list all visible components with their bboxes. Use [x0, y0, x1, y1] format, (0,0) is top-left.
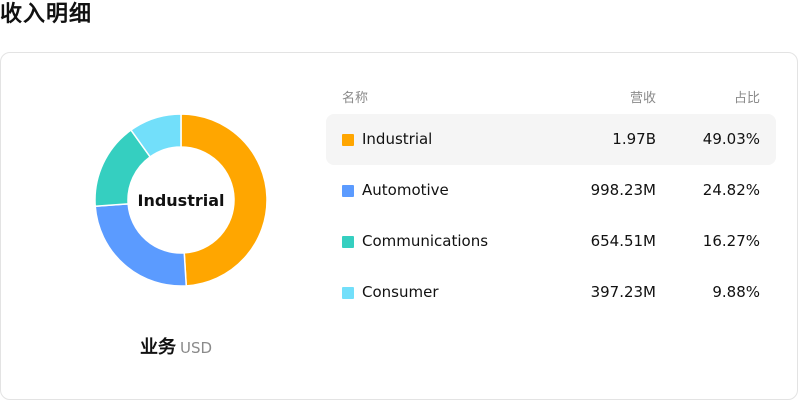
- row-revenue: 998.23M: [590, 181, 656, 199]
- row-name: Industrial: [362, 130, 433, 148]
- table-row[interactable]: Consumer 397.23M 9.88%: [326, 267, 776, 318]
- donut-slice-industrial[interactable]: [180, 113, 268, 287]
- row-name: Consumer: [362, 283, 439, 301]
- breakdown-table: 名称 营收 占比 Industrial 1.97B 49.03% Automot…: [326, 81, 776, 318]
- row-name: Communications: [362, 232, 489, 250]
- donut-caption-title: 业务: [139, 337, 176, 358]
- donut-slice-consumer[interactable]: [129, 113, 182, 158]
- table-header: 名称 营收 占比: [326, 81, 776, 111]
- legend-swatch: [342, 185, 354, 197]
- row-share: 24.82%: [702, 181, 760, 199]
- row-name: Automotive: [362, 181, 449, 199]
- table-row[interactable]: Automotive 998.23M 24.82%: [326, 165, 776, 216]
- donut-chart-svg: [94, 113, 268, 287]
- header-name: 名称: [342, 91, 369, 106]
- legend-swatch: [342, 236, 354, 248]
- table-row[interactable]: Industrial 1.97B 49.03%: [326, 114, 776, 165]
- legend-swatch: [342, 287, 354, 299]
- row-revenue: 1.97B: [612, 130, 656, 148]
- row-share: 49.03%: [702, 130, 760, 148]
- row-revenue: 654.51M: [590, 232, 656, 250]
- donut-center-label: Industrial: [137, 191, 225, 210]
- page-title: 收入明细: [0, 2, 93, 27]
- revenue-breakdown-card: Industrial 业务 USD 名称 营收 占比 Industrial 1.9…: [0, 52, 798, 400]
- row-revenue: 397.23M: [590, 283, 656, 301]
- table-row[interactable]: Communications 654.51M 16.27%: [326, 216, 776, 267]
- donut-caption: 业务 USD: [76, 336, 276, 360]
- donut-caption-unit: USD: [179, 339, 213, 357]
- header-share: 占比: [733, 91, 760, 106]
- row-share: 9.88%: [712, 283, 760, 301]
- header-revenue: 营收: [629, 91, 656, 106]
- donut-chart: Industrial: [86, 105, 276, 295]
- donut-slice-automotive[interactable]: [94, 203, 188, 287]
- row-share: 16.27%: [702, 232, 760, 250]
- legend-swatch: [342, 134, 354, 146]
- table-rows: Industrial 1.97B 49.03% Automotive 998.2…: [326, 114, 776, 318]
